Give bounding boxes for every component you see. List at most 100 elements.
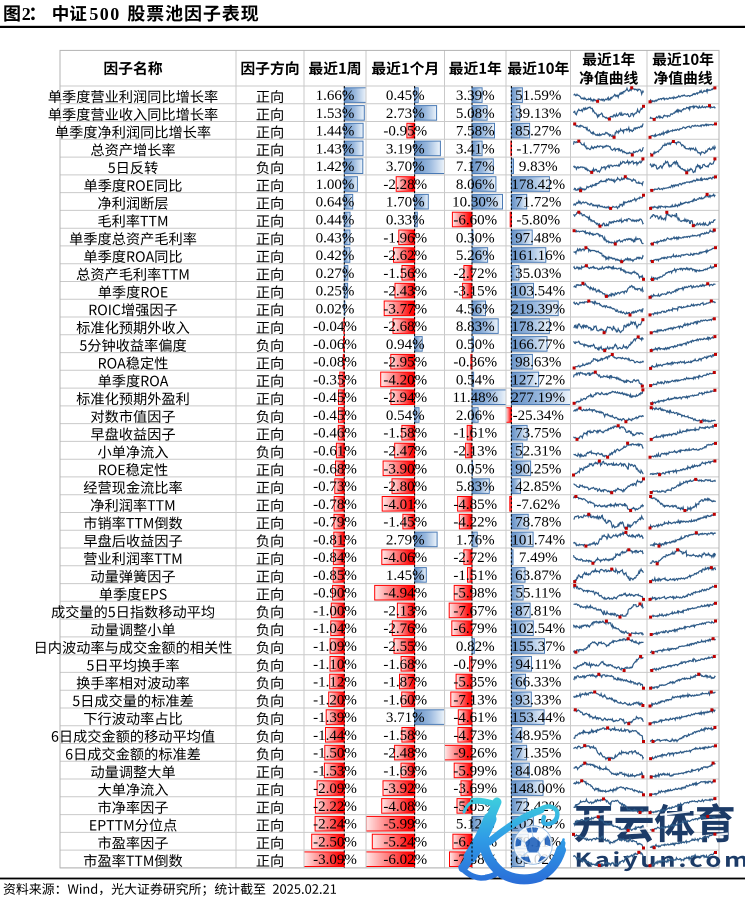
svg-text:3.39%: 3.39% xyxy=(456,88,495,104)
svg-text:48.95%: 48.95% xyxy=(515,728,561,744)
svg-text:3.70%: 3.70% xyxy=(386,159,425,175)
svg-text:5.26%: 5.26% xyxy=(456,248,495,264)
svg-text:-1.44%: -1.44% xyxy=(313,728,357,744)
svg-text:94.11%: 94.11% xyxy=(515,657,561,673)
svg-text:-1.53%: -1.53% xyxy=(313,763,357,779)
svg-text:-0.08%: -0.08% xyxy=(313,355,357,371)
svg-text:-2.28%: -2.28% xyxy=(383,177,427,193)
svg-text:8.06%: 8.06% xyxy=(456,177,495,193)
svg-text:-2.72%: -2.72% xyxy=(453,550,497,566)
svg-text:0.45%: 0.45% xyxy=(386,88,425,104)
svg-text:-0.73%: -0.73% xyxy=(313,479,357,495)
svg-text:-0.46%: -0.46% xyxy=(313,426,357,442)
svg-text:-5.98%: -5.98% xyxy=(453,586,497,602)
svg-text:-2.22%: -2.22% xyxy=(313,799,357,815)
svg-text:3.71%: 3.71% xyxy=(386,710,425,726)
svg-text:-2.76%: -2.76% xyxy=(383,621,427,637)
svg-text:2: 2 xyxy=(22,4,31,24)
svg-text:-1.04%: -1.04% xyxy=(313,621,357,637)
svg-text:-0.61%: -0.61% xyxy=(313,444,357,460)
svg-text:219.39%: 219.39% xyxy=(511,301,565,317)
svg-text:102.54%: 102.54% xyxy=(511,621,565,637)
svg-text:3.41%: 3.41% xyxy=(456,141,495,157)
svg-text:-2.94%: -2.94% xyxy=(383,390,427,406)
svg-text:73.75%: 73.75% xyxy=(515,426,561,442)
svg-text:1.53%: 1.53% xyxy=(316,106,355,122)
svg-text:-1.51%: -1.51% xyxy=(453,568,497,584)
svg-text:-3.92%: -3.92% xyxy=(383,781,427,797)
svg-text:-0.45%: -0.45% xyxy=(313,408,357,424)
svg-text:4.56%: 4.56% xyxy=(456,301,495,317)
svg-text:277.19%: 277.19% xyxy=(511,390,565,406)
svg-text:-0.45%: -0.45% xyxy=(313,390,357,406)
svg-text:127.72%: 127.72% xyxy=(511,372,565,388)
svg-text:-0.04%: -0.04% xyxy=(313,319,357,335)
svg-text:-4.73%: -4.73% xyxy=(453,728,497,744)
svg-text:-3.90%: -3.90% xyxy=(383,461,427,477)
svg-text:-7.13%: -7.13% xyxy=(453,692,497,708)
svg-text:1.00%: 1.00% xyxy=(316,177,355,193)
svg-text:-0.81%: -0.81% xyxy=(313,532,357,548)
svg-text:-9.26%: -9.26% xyxy=(453,746,497,762)
svg-text:1.42%: 1.42% xyxy=(316,159,355,175)
svg-text:9.83%: 9.83% xyxy=(519,159,558,175)
svg-text:0.25%: 0.25% xyxy=(316,284,355,300)
svg-text:-4.20%: -4.20% xyxy=(383,372,427,388)
svg-text:1.44%: 1.44% xyxy=(316,124,355,140)
svg-text:101.74%: 101.74% xyxy=(511,532,565,548)
svg-text:0.30%: 0.30% xyxy=(456,230,495,246)
svg-text:71.72%: 71.72% xyxy=(515,195,561,211)
svg-text:-1.69%: -1.69% xyxy=(383,763,427,779)
svg-text:-1.96%: -1.96% xyxy=(383,230,427,246)
svg-text:-0.79%: -0.79% xyxy=(313,515,357,531)
svg-text:0.82%: 0.82% xyxy=(456,639,495,655)
svg-text:-4.08%: -4.08% xyxy=(383,799,427,815)
svg-text:153.44%: 153.44% xyxy=(511,710,565,726)
svg-text:71.35%: 71.35% xyxy=(515,746,561,762)
svg-text:148.00%: 148.00% xyxy=(511,781,565,797)
svg-text:-3.77%: -3.77% xyxy=(383,301,427,317)
svg-text:-2.24%: -2.24% xyxy=(313,817,357,833)
svg-text:5.83%: 5.83% xyxy=(456,479,495,495)
svg-text:1.45%: 1.45% xyxy=(386,568,425,584)
svg-text:-2.50%: -2.50% xyxy=(313,835,357,851)
svg-text:51.59%: 51.59% xyxy=(515,88,561,104)
svg-text:-0.35%: -0.35% xyxy=(313,372,357,388)
svg-text:-0.06%: -0.06% xyxy=(313,337,357,353)
svg-text:66.33%: 66.33% xyxy=(515,675,561,691)
svg-text:0.54%: 0.54% xyxy=(386,408,425,424)
svg-text:-1.50%: -1.50% xyxy=(313,746,357,762)
svg-text:161.16%: 161.16% xyxy=(511,248,565,264)
svg-text:-5.80%: -5.80% xyxy=(516,213,560,229)
svg-text:-0.78%: -0.78% xyxy=(313,497,357,513)
svg-text:0.05%: 0.05% xyxy=(456,461,495,477)
svg-text:-7.62%: -7.62% xyxy=(516,497,560,513)
svg-text:1.76%: 1.76% xyxy=(456,532,495,548)
svg-text:78.78%: 78.78% xyxy=(515,515,561,531)
svg-text:87.81%: 87.81% xyxy=(515,603,561,619)
svg-text:-2.47%: -2.47% xyxy=(383,444,427,460)
svg-text:8.83%: 8.83% xyxy=(456,319,495,335)
svg-text:3.19%: 3.19% xyxy=(386,141,425,157)
svg-text:103.54%: 103.54% xyxy=(511,284,565,300)
svg-text:72.42%: 72.42% xyxy=(515,799,561,815)
svg-text:-4.85%: -4.85% xyxy=(453,497,497,513)
svg-text:-1.60%: -1.60% xyxy=(383,692,427,708)
svg-text:84.08%: 84.08% xyxy=(515,763,561,779)
svg-text:166.77%: 166.77% xyxy=(511,337,565,353)
svg-text:-3.69%: -3.69% xyxy=(453,781,497,797)
svg-text:85.27%: 85.27% xyxy=(515,124,561,140)
svg-text:7.17%: 7.17% xyxy=(456,159,495,175)
svg-text:2.06%: 2.06% xyxy=(456,408,495,424)
svg-text:0.44%: 0.44% xyxy=(316,213,355,229)
svg-text:-5.35%: -5.35% xyxy=(453,675,497,691)
svg-text:-1.09%: -1.09% xyxy=(313,639,357,655)
svg-text:39.13%: 39.13% xyxy=(515,106,561,122)
svg-text:1.70%: 1.70% xyxy=(386,195,425,211)
svg-text:-0.84%: -0.84% xyxy=(313,550,357,566)
svg-text:35.03%: 35.03% xyxy=(515,266,561,282)
svg-text:0.64%: 0.64% xyxy=(316,195,355,211)
svg-text:-5.99%: -5.99% xyxy=(453,763,497,779)
svg-text:-2.80%: -2.80% xyxy=(383,479,427,495)
svg-text:155.37%: 155.37% xyxy=(511,639,565,655)
